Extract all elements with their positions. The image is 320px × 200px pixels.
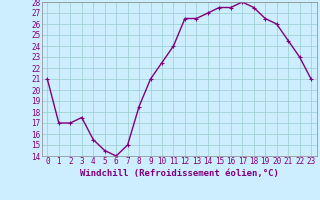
X-axis label: Windchill (Refroidissement éolien,°C): Windchill (Refroidissement éolien,°C) <box>80 169 279 178</box>
